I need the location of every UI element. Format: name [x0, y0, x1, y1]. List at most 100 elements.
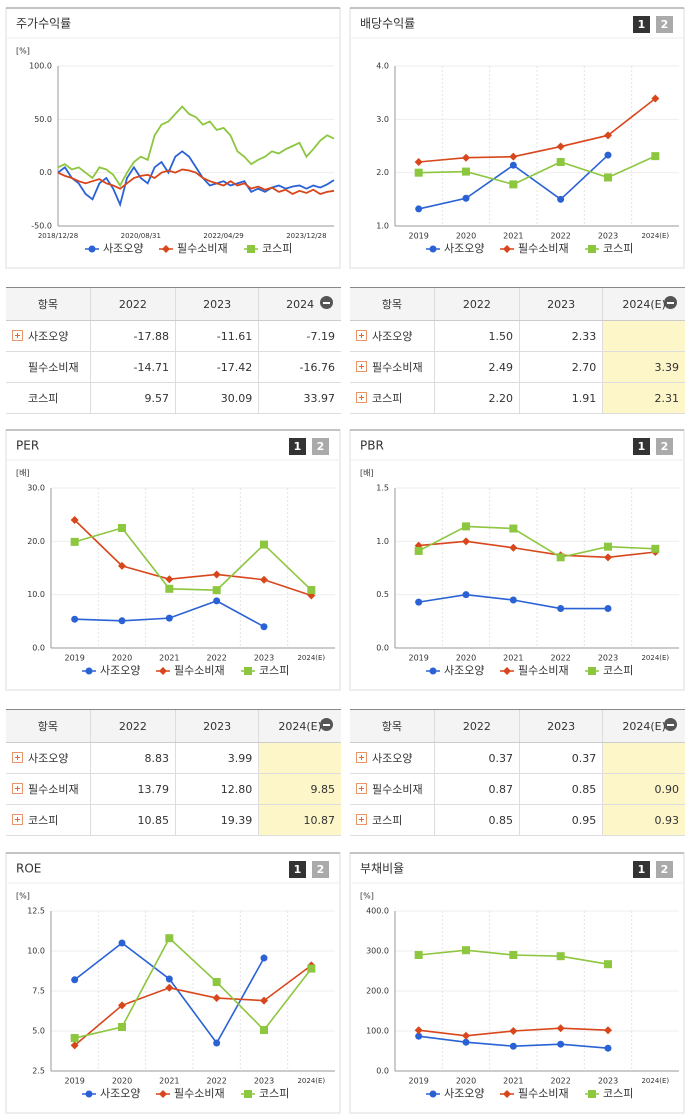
table-row: 코스피 2.20 1.91 2.31: [350, 382, 685, 414]
expand-button[interactable]: [356, 752, 367, 763]
y-tick-label: 400.0: [366, 907, 389, 916]
x-tick-label: 2023: [254, 654, 274, 663]
toggle-button[interactable]: [656, 438, 673, 455]
data-point: [414, 158, 423, 166]
x-tick-label: 2022: [550, 1077, 570, 1086]
x-tick-label: 2019: [64, 1077, 84, 1086]
y-tick-label: 1.5: [376, 484, 389, 493]
cell-value: 3.99: [227, 751, 253, 765]
column-header: 항목: [6, 709, 91, 743]
data-point: [70, 516, 79, 524]
data-point: [509, 152, 518, 161]
row-label: 사조오양: [372, 752, 413, 765]
legend-label: 사조오양: [100, 664, 140, 677]
data-point: [213, 1039, 221, 1047]
table: 항목 2022 2023 2024(E) 사조오양 8.83 3.99 필수소비재 13.79 1…: [6, 709, 341, 836]
toggle-button[interactable]: [656, 16, 673, 33]
x-tick-label: 2021: [503, 232, 523, 241]
panel-title: PBR: [360, 439, 384, 453]
collapse-button[interactable]: [664, 718, 677, 731]
column-header-label: 항목: [37, 298, 58, 311]
expand-button[interactable]: [356, 814, 367, 825]
data-point: [415, 1032, 423, 1040]
data-point: [414, 168, 423, 177]
collapse-button[interactable]: [664, 296, 677, 309]
expand-button[interactable]: [356, 330, 367, 341]
data-point: [462, 167, 470, 176]
column-header: 2022: [89, 709, 176, 743]
unit-label: [배]: [360, 469, 374, 478]
data-point: [556, 142, 565, 151]
legend-label: 필수소비재: [174, 664, 225, 677]
toggle-button[interactable]: [312, 861, 329, 878]
data-point: [118, 617, 126, 625]
expand-button[interactable]: [12, 752, 23, 763]
value-cell: 10.85: [89, 804, 176, 836]
data-point: [414, 951, 423, 959]
row-label: 코스피: [28, 392, 59, 405]
data-point: [651, 152, 660, 161]
data-point: [462, 537, 470, 546]
toggle-button-label: 1: [638, 440, 646, 453]
column-header: 2024(E): [258, 709, 341, 743]
expand-button[interactable]: [12, 783, 23, 794]
x-tick-label: 2021: [159, 1077, 179, 1086]
toggle-button[interactable]: [289, 861, 306, 878]
table-row: 필수소비재 13.79 12.80 9.85: [6, 773, 341, 805]
expand-button[interactable]: [356, 392, 367, 403]
expand-button[interactable]: [12, 814, 23, 825]
toggle-button[interactable]: [633, 16, 650, 33]
column-header: 2022: [433, 709, 520, 743]
expand-button[interactable]: [356, 783, 367, 794]
value-cell: 3.39: [602, 351, 685, 383]
y-tick-label: 0.0: [376, 644, 389, 653]
column-header: 항목: [350, 709, 435, 743]
header-row: 항목 2022 2023 2024(E): [350, 287, 685, 321]
data-point: [260, 996, 268, 1005]
value-cell: 19.39: [174, 804, 259, 836]
collapse-button[interactable]: [320, 718, 333, 731]
table-row: 필수소비재 2.49 2.70 3.39: [350, 351, 685, 383]
row-label: 코스피: [372, 392, 403, 405]
panel-title: 주가수익률: [16, 17, 71, 31]
y-tick-label: 3.0: [376, 115, 389, 124]
y-tick-label: 1.0: [376, 222, 389, 231]
expand-button[interactable]: [12, 330, 23, 341]
row-label: 사조오양: [372, 330, 413, 343]
toggle-button[interactable]: [633, 861, 650, 878]
toggle-button[interactable]: [656, 861, 673, 878]
toggle-button[interactable]: [633, 438, 650, 455]
column-header-label: 항목: [381, 298, 402, 311]
data-point: [509, 161, 517, 169]
x-tick-label: 2020: [456, 654, 476, 663]
cell-value: -7.19: [306, 329, 335, 343]
data-point: [604, 1044, 612, 1052]
data-point: [509, 524, 518, 533]
column-header-label: 2022: [462, 297, 491, 311]
value-cell: 30.09: [174, 382, 259, 414]
toggle-button[interactable]: [289, 438, 306, 455]
series-line: [57, 150, 335, 208]
cell-value: 33.97: [303, 391, 336, 405]
data-table: 항목 2022 2023 2024(E) 사조오양 1.50 2.33 필수소비재 2.49 2.…: [350, 287, 685, 414]
column-header-label: 2022: [118, 297, 147, 311]
data-point: [462, 591, 470, 599]
data-point: [509, 543, 518, 552]
collapse-button[interactable]: [320, 296, 333, 309]
value-cell: 1.91: [518, 382, 603, 414]
cell-value: 13.79: [137, 782, 170, 796]
legend-marker: [503, 245, 511, 253]
column-header: 2022: [89, 287, 176, 321]
row-label: 필수소비재: [372, 783, 423, 796]
toggle-button[interactable]: [312, 438, 329, 455]
data-point: [414, 546, 423, 555]
cell-value: 0.37: [571, 751, 597, 765]
x-tick-label: 2023: [254, 1077, 274, 1086]
legend-marker: [247, 245, 255, 253]
y-tick-label: 2.5: [32, 1067, 45, 1076]
expand-button[interactable]: [356, 361, 367, 372]
data-point: [165, 614, 173, 622]
x-tick-label: 2023: [598, 654, 618, 663]
cell-value: 10.85: [137, 813, 170, 827]
